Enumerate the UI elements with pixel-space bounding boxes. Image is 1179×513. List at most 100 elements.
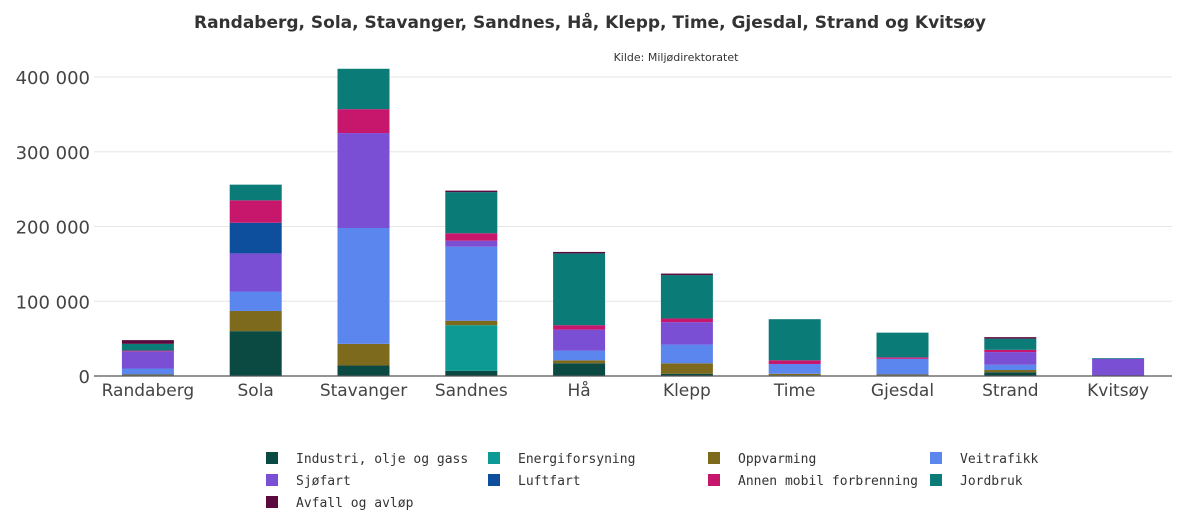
bar-segment-randaberg-7[interactable]	[121, 343, 174, 351]
bars	[121, 68, 1145, 376]
x-tick-label: Randaberg	[102, 381, 195, 401]
legend-swatch	[266, 474, 278, 486]
bar-segment-stavanger-0[interactable]	[337, 365, 390, 376]
x-tick-label: Sola	[238, 381, 274, 401]
bar-segment-strand-3[interactable]	[984, 364, 1037, 371]
legend-swatch	[930, 474, 942, 486]
bar-segment-sola-6[interactable]	[229, 200, 282, 223]
legend-swatch	[266, 452, 278, 464]
bar-segment-sola-2[interactable]	[229, 310, 282, 332]
bar-segment-hå-7[interactable]	[553, 253, 606, 326]
legend-label: Jordbruk	[960, 474, 1023, 489]
legend-item[interactable]: Veitrafikk	[930, 452, 1038, 467]
bar-segment-gjesdal-6[interactable]	[876, 357, 929, 359]
x-axis-ticks: Randaberg Sola Stavanger Sandnes Hå Klepp Time…	[102, 380, 1149, 401]
legend-label: Oppvarming	[738, 452, 816, 467]
legend: Industri, olje og gass Energiforsyning Opp…	[266, 452, 1038, 511]
bar-segment-hå-0[interactable]	[553, 363, 606, 376]
bar-segment-time-2[interactable]	[768, 373, 821, 376]
bar-segment-klepp-0[interactable]	[660, 373, 713, 376]
x-tick-label: Gjesdal	[871, 381, 934, 401]
bar-segment-sola-4[interactable]	[229, 253, 282, 292]
chart-subtitle: Kilde: Miljødirektoratet	[614, 51, 740, 64]
legend-item[interactable]: Sjøfart	[266, 474, 351, 489]
bar-segment-sola-5[interactable]	[229, 222, 282, 254]
bar-segment-strand-7[interactable]	[984, 338, 1037, 350]
legend-item[interactable]: Avfall og avløp	[266, 496, 414, 511]
bar-segment-gjesdal-3[interactable]	[876, 358, 929, 375]
y-tick-label: 100 000	[16, 292, 90, 313]
bar-segment-kvitsøy-4[interactable]	[1092, 358, 1145, 376]
bar-segment-hå-6[interactable]	[553, 325, 606, 330]
y-axis-ticks: 0 100 000 200 000 300 000 400 000	[16, 68, 90, 388]
legend-swatch	[488, 474, 500, 486]
bar-segment-randaberg-6[interactable]	[121, 350, 174, 352]
bar-segment-hå-4[interactable]	[553, 329, 606, 351]
bar-segment-stavanger-3[interactable]	[337, 227, 390, 344]
legend-item[interactable]: Energiforsyning	[488, 452, 635, 467]
bar-segment-sandnes-0[interactable]	[445, 370, 498, 376]
bar-segment-strand-2[interactable]	[984, 370, 1037, 373]
x-tick-label: Klepp	[663, 381, 711, 401]
bar-segment-strand-8[interactable]	[984, 337, 1037, 339]
legend-swatch	[708, 452, 720, 464]
bar-segment-sandnes-1[interactable]	[445, 325, 498, 371]
y-tick-label: 0	[79, 367, 90, 388]
bar-segment-time-6[interactable]	[768, 360, 821, 365]
legend-item[interactable]: Oppvarming	[708, 452, 816, 467]
legend-swatch	[708, 474, 720, 486]
bar-segment-kvitsøy-7[interactable]	[1092, 358, 1145, 359]
x-tick-label: Hå	[567, 380, 590, 401]
bar-segment-gjesdal-2[interactable]	[876, 374, 929, 376]
y-tick-label: 200 000	[16, 218, 90, 239]
bar-segment-klepp-3[interactable]	[660, 344, 713, 364]
legend-label: Luftfart	[518, 474, 581, 489]
bar-segment-hå-8[interactable]	[553, 251, 606, 254]
bar-segment-randaberg-2[interactable]	[121, 374, 174, 376]
bar-segment-hå-3[interactable]	[553, 350, 606, 361]
legend-label: Sjøfart	[296, 474, 351, 489]
bar-segment-stavanger-6[interactable]	[337, 109, 390, 134]
bar-segment-sandnes-7[interactable]	[445, 192, 498, 234]
bar-segment-sandnes-4[interactable]	[445, 240, 498, 247]
bar-segment-klepp-6[interactable]	[660, 318, 713, 323]
legend-item[interactable]: Jordbruk	[930, 474, 1023, 489]
bar-segment-klepp-7[interactable]	[660, 275, 713, 319]
bar-segment-klepp-8[interactable]	[660, 273, 713, 276]
bar-segment-randaberg-4[interactable]	[121, 351, 174, 369]
bar-segment-strand-6[interactable]	[984, 349, 1037, 353]
legend-label: Veitrafikk	[960, 452, 1038, 467]
bar-segment-sola-3[interactable]	[229, 291, 282, 311]
bar-segment-stavanger-4[interactable]	[337, 133, 390, 228]
x-tick-label: Strand	[982, 381, 1038, 401]
bar-segment-stavanger-2[interactable]	[337, 343, 390, 366]
bar-segment-klepp-2[interactable]	[660, 363, 713, 374]
legend-item[interactable]: Industri, olje og gass	[266, 452, 468, 467]
bar-segment-time-7[interactable]	[768, 319, 821, 361]
legend-item[interactable]: Annen mobil forbrenning	[708, 474, 918, 489]
bar-segment-hå-2[interactable]	[553, 360, 606, 364]
y-tick-label: 300 000	[16, 143, 90, 164]
bar-segment-sandnes-8[interactable]	[445, 190, 498, 193]
bar-segment-stavanger-7[interactable]	[337, 68, 390, 110]
y-tick-label: 400 000	[16, 68, 90, 89]
bar-segment-gjesdal-7[interactable]	[876, 332, 929, 358]
bar-segment-randaberg-3[interactable]	[121, 368, 174, 375]
bar-segment-strand-4[interactable]	[984, 352, 1037, 365]
bar-segment-sandnes-3[interactable]	[445, 246, 498, 321]
bar-segment-sola-7[interactable]	[229, 184, 282, 201]
bar-segment-klepp-4[interactable]	[660, 322, 713, 345]
bar-segment-sandnes-6[interactable]	[445, 233, 498, 241]
x-tick-label: Stavanger	[320, 381, 407, 401]
bar-segment-sandnes-2[interactable]	[445, 320, 498, 326]
legend-swatch	[930, 452, 942, 464]
bar-segment-time-3[interactable]	[768, 364, 821, 374]
bar-segment-strand-0[interactable]	[984, 372, 1037, 376]
bar-segment-sola-0[interactable]	[229, 331, 282, 376]
legend-label: Energiforsyning	[518, 452, 635, 467]
legend-label: Industri, olje og gass	[296, 452, 468, 467]
legend-item[interactable]: Luftfart	[488, 474, 581, 489]
bar-segment-randaberg-8[interactable]	[121, 340, 174, 344]
chart-title: Randaberg, Sola, Stavanger, Sandnes, Hå,…	[194, 11, 986, 33]
